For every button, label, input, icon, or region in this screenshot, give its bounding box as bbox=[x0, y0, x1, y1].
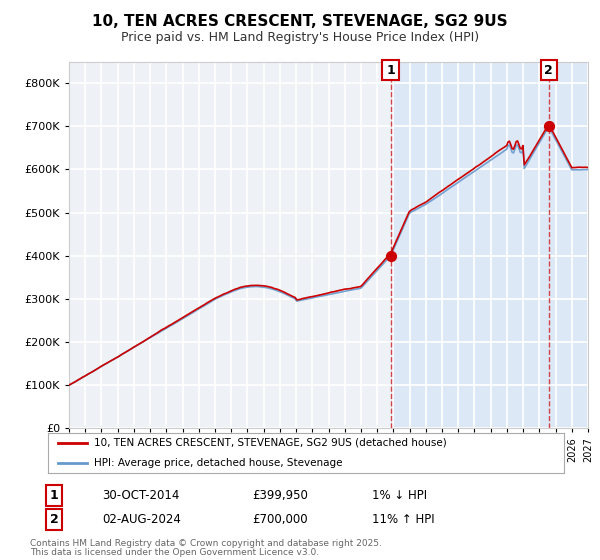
Text: 10, TEN ACRES CRESCENT, STEVENAGE, SG2 9US (detached house): 10, TEN ACRES CRESCENT, STEVENAGE, SG2 9… bbox=[94, 438, 447, 448]
Text: 1: 1 bbox=[386, 64, 395, 77]
Text: 11% ↑ HPI: 11% ↑ HPI bbox=[372, 513, 434, 526]
Point bbox=[544, 122, 554, 131]
Text: 2: 2 bbox=[544, 64, 553, 77]
Text: 1% ↓ HPI: 1% ↓ HPI bbox=[372, 489, 427, 502]
Text: £700,000: £700,000 bbox=[252, 513, 308, 526]
Text: Contains HM Land Registry data © Crown copyright and database right 2025.: Contains HM Land Registry data © Crown c… bbox=[30, 539, 382, 548]
Text: Price paid vs. HM Land Registry's House Price Index (HPI): Price paid vs. HM Land Registry's House … bbox=[121, 31, 479, 44]
Point bbox=[386, 251, 395, 260]
Text: 30-OCT-2014: 30-OCT-2014 bbox=[102, 489, 179, 502]
Text: HPI: Average price, detached house, Stevenage: HPI: Average price, detached house, Stev… bbox=[94, 458, 343, 468]
Text: 02-AUG-2024: 02-AUG-2024 bbox=[102, 513, 181, 526]
Text: 10, TEN ACRES CRESCENT, STEVENAGE, SG2 9US: 10, TEN ACRES CRESCENT, STEVENAGE, SG2 9… bbox=[92, 14, 508, 29]
Text: This data is licensed under the Open Government Licence v3.0.: This data is licensed under the Open Gov… bbox=[30, 548, 319, 557]
Text: £399,950: £399,950 bbox=[252, 489, 308, 502]
Bar bbox=[391, 62, 588, 428]
Text: 1: 1 bbox=[50, 489, 58, 502]
Text: 2: 2 bbox=[50, 513, 58, 526]
